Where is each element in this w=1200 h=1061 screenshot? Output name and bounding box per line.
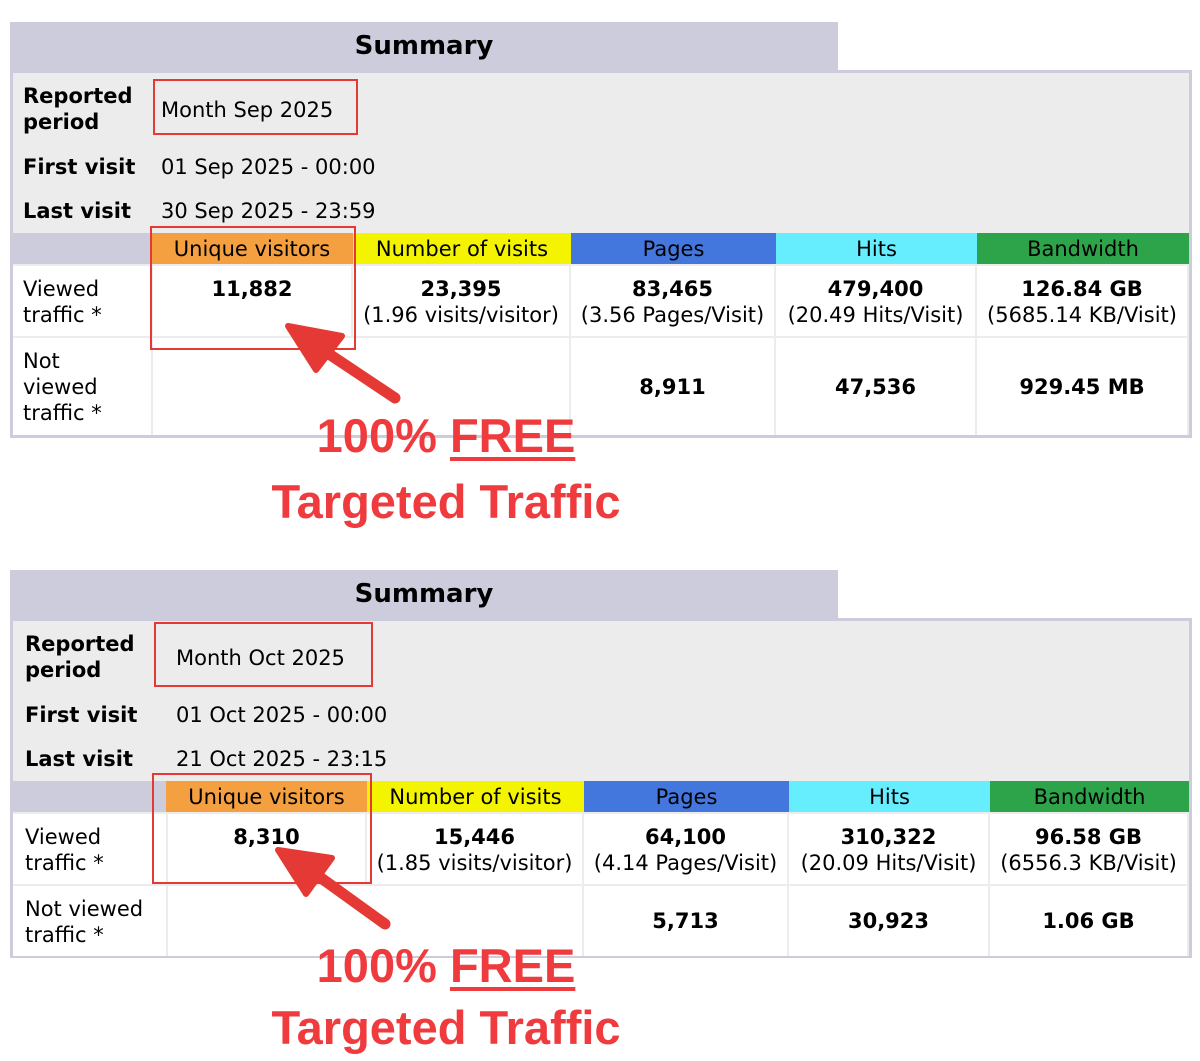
not-viewed-bandwidth-value: 1.06 GB <box>1042 909 1135 933</box>
pages-value: 83,465 <box>631 277 714 301</box>
viewed-traffic-label: Viewed traffic * <box>25 825 104 875</box>
reported-period-highlight <box>153 79 358 135</box>
caption-targeted-traffic: Targeted Traffic <box>271 1001 621 1054</box>
number-of-visits-value: 23,395 <box>420 277 502 301</box>
header-unique-visitors: Unique visitors <box>166 781 367 812</box>
last-visit-label: Last visit <box>23 199 132 223</box>
pages-value: 64,100 <box>644 825 727 849</box>
hits-cell: 310,322 (20.09 Hits/Visit) <box>789 814 990 884</box>
hits-per-visit: (20.49 Hits/Visit) <box>787 303 964 327</box>
bandwidth-per-visit: (5685.14 KB/Visit) <box>987 303 1177 327</box>
not-viewed-hits-value: 47,536 <box>834 375 917 399</box>
hits-value: 479,400 <box>827 277 924 301</box>
not-viewed-hits-value: 30,923 <box>847 909 930 933</box>
not-viewed-hits-cell: 30,923 <box>789 886 990 956</box>
first-visit-label: First visit <box>25 703 138 727</box>
bandwidth-value: 126.84 GB <box>1021 277 1143 301</box>
header-hits: Hits <box>776 233 977 264</box>
unique-visitors-highlight <box>150 226 356 350</box>
summary-title: Summary <box>10 22 838 70</box>
header-pages: Pages <box>571 233 776 264</box>
bandwidth-cell: 126.84 GB (5685.14 KB/Visit) <box>977 266 1189 336</box>
number-of-visits-cell: 15,446 (1.85 visits/visitor) <box>367 814 584 884</box>
bandwidth-value: 96.58 GB <box>1035 825 1142 849</box>
caption-targeted-traffic: Targeted Traffic <box>271 475 621 528</box>
viewed-traffic-label: Viewed traffic * <box>23 277 102 327</box>
header-unique-visitors: Unique visitors <box>151 233 353 264</box>
reported-period-highlight <box>154 622 373 687</box>
last-visit-value: 30 Sep 2025 - 23:59 <box>161 199 376 223</box>
not-viewed-traffic-row: Not viewed traffic * 8,911 47,536 929.45… <box>13 338 1189 435</box>
caption-free-line: 100% FREE <box>316 409 576 462</box>
bandwidth-cell: 96.58 GB (6556.3 KB/Visit) <box>990 814 1189 884</box>
arrow-icon <box>285 323 401 404</box>
number-of-visits-value: 15,446 <box>433 825 516 849</box>
reported-period-value: Month Sep 2025 <box>161 98 334 122</box>
pages-cell: 64,100 (4.14 Pages/Visit) <box>584 814 789 884</box>
summary-panel-sep: Summary Reported period Month Sep 2025 F… <box>10 22 1192 442</box>
reported-period-label: Reported period <box>25 632 135 682</box>
first-visit-value: 01 Sep 2025 - 00:00 <box>161 155 376 179</box>
unique-visitors-value: 11,882 <box>151 266 353 336</box>
not-viewed-pages-value: 8,911 <box>639 375 706 399</box>
not-viewed-traffic-label: Not viewed traffic * <box>25 897 144 947</box>
pages-cell: 83,465 (3.56 Pages/Visit) <box>571 266 776 336</box>
not-viewed-pages-cell: 5,713 <box>584 886 789 956</box>
hits-value: 310,322 <box>840 825 937 849</box>
header-bandwidth: Bandwidth <box>990 781 1189 812</box>
header-number-of-visits: Number of visits <box>367 781 584 812</box>
reported-period-value: Month Oct 2025 <box>176 646 345 670</box>
not-viewed-bandwidth-value: 929.45 MB <box>1019 375 1145 399</box>
not-viewed-traffic-label: Not viewed traffic * <box>23 349 102 425</box>
not-viewed-pages-value: 5,713 <box>652 909 719 933</box>
arrow-icon <box>275 847 391 930</box>
viewed-traffic-row: Viewed traffic * 11,882 23,395 (1.96 visi… <box>13 266 1189 336</box>
not-viewed-hits-cell: 47,536 <box>776 338 977 435</box>
last-visit-value: 21 Oct 2025 - 23:15 <box>176 747 388 771</box>
not-viewed-empty-cell <box>151 338 571 435</box>
header-blank <box>13 781 166 812</box>
header-number-of-visits: Number of visits <box>353 233 571 264</box>
first-visit-label: First visit <box>23 155 136 179</box>
summary-box: Reported period Month Sep 2025 First vis… <box>10 70 1192 438</box>
hits-per-visit: (20.09 Hits/Visit) <box>800 851 977 875</box>
pages-per-visit: (4.14 Pages/Visit) <box>593 851 778 875</box>
not-viewed-bandwidth-cell: 1.06 GB <box>990 886 1189 956</box>
caption-free-line: 100% FREE <box>316 939 576 992</box>
first-visit-value: 01 Oct 2025 - 00:00 <box>176 703 388 727</box>
summary-panel-oct: Summary Reported period Month Oct 2025 F… <box>10 570 1192 960</box>
visits-per-visitor: (1.85 visits/visitor) <box>376 851 573 875</box>
not-viewed-empty-cell <box>166 886 584 956</box>
viewed-traffic-row: Viewed traffic * 8,310 15,446 (1.85 visit… <box>13 814 1189 884</box>
hits-cell: 479,400 (20.49 Hits/Visit) <box>776 266 977 336</box>
number-of-visits-cell: 23,395 (1.96 visits/visitor) <box>353 266 571 336</box>
unique-visitors-highlight <box>152 773 372 884</box>
visits-per-visitor: (1.96 visits/visitor) <box>363 303 559 327</box>
unique-visitors-value: 8,310 <box>166 814 367 884</box>
header-hits: Hits <box>789 781 990 812</box>
bandwidth-per-visit: (6556.3 KB/Visit) <box>1000 851 1177 875</box>
not-viewed-pages-cell: 8,911 <box>571 338 776 435</box>
not-viewed-traffic-row: Not viewed traffic * 5,713 30,923 1.06 G… <box>13 886 1189 956</box>
reported-period-label: Reported period <box>23 84 133 134</box>
header-bandwidth: Bandwidth <box>977 233 1189 264</box>
summary-title: Summary <box>10 570 838 618</box>
pages-per-visit: (3.56 Pages/Visit) <box>580 303 765 327</box>
not-viewed-bandwidth-cell: 929.45 MB <box>977 338 1189 435</box>
summary-box: Reported period Month Oct 2025 First vis… <box>10 618 1192 958</box>
header-blank <box>13 233 151 264</box>
last-visit-label: Last visit <box>25 747 134 771</box>
header-pages: Pages <box>584 781 789 812</box>
